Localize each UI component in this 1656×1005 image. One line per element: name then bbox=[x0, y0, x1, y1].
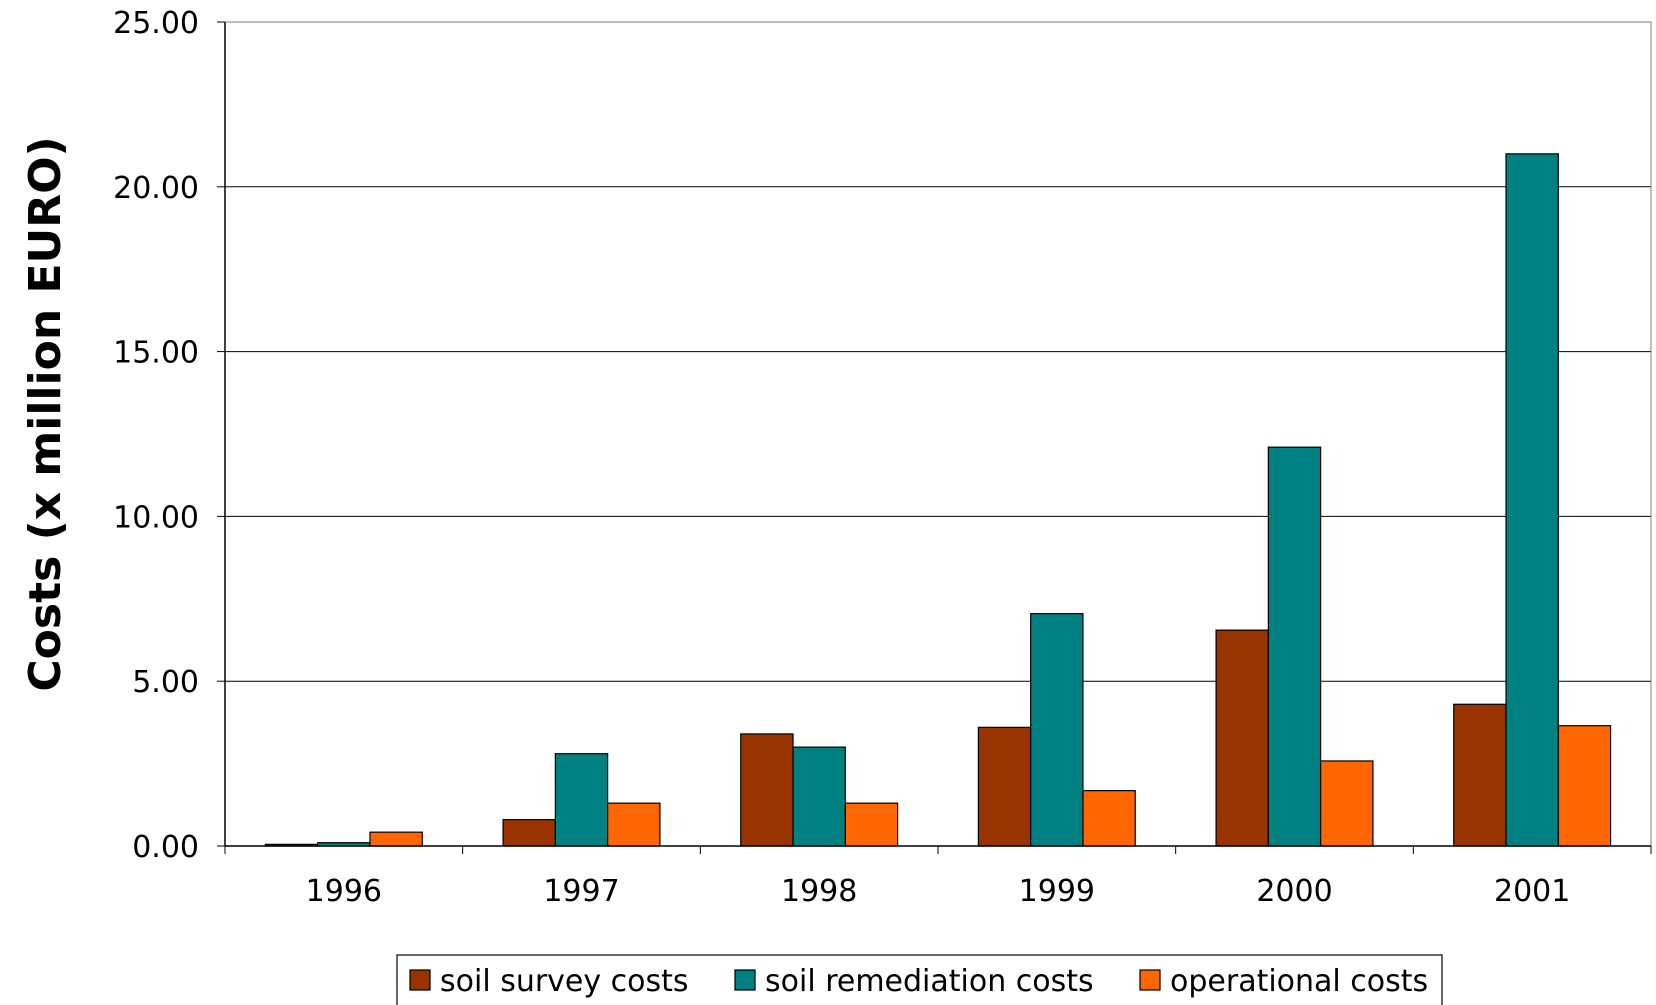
legend-swatch bbox=[735, 970, 755, 990]
legend: soil survey costs soil remediation costs o… bbox=[397, 955, 1442, 1005]
axes bbox=[217, 22, 1651, 854]
y-axis-label: Costs (x million EURO) bbox=[20, 136, 71, 691]
bar bbox=[608, 803, 660, 846]
bar bbox=[503, 820, 555, 846]
bar bbox=[1031, 614, 1083, 846]
y-tick-label: 5.00 bbox=[132, 665, 199, 700]
y-tick-label: 20.00 bbox=[113, 171, 199, 206]
legend-swatch bbox=[1140, 970, 1160, 990]
bar bbox=[1558, 726, 1610, 846]
x-tick-labels: 1996 1997 1998 1999 2000 2001 bbox=[306, 874, 1571, 909]
legend-label: operational costs bbox=[1170, 964, 1428, 999]
bar bbox=[741, 734, 793, 846]
x-tick-label: 1996 bbox=[306, 874, 382, 909]
legend-swatch bbox=[410, 970, 430, 990]
bar bbox=[1268, 447, 1320, 846]
bar bbox=[1321, 761, 1373, 846]
plot-frame bbox=[225, 22, 1651, 846]
gridlines bbox=[225, 22, 1651, 681]
x-tick-label: 2000 bbox=[1256, 874, 1332, 909]
legend-label: soil survey costs bbox=[440, 964, 689, 999]
bar bbox=[793, 747, 845, 846]
bar bbox=[1083, 791, 1135, 846]
bar bbox=[1454, 704, 1506, 846]
x-tick-label: 1998 bbox=[781, 874, 857, 909]
y-tick-label: 0.00 bbox=[132, 830, 199, 865]
bar bbox=[1216, 630, 1268, 846]
bar bbox=[555, 754, 607, 846]
legend-label: soil remediation costs bbox=[765, 964, 1094, 999]
bar bbox=[978, 727, 1030, 846]
y-tick-label: 25.00 bbox=[113, 6, 199, 41]
x-tick-label: 1997 bbox=[543, 874, 619, 909]
y-tick-labels: 0.00 5.00 10.00 15.00 20.00 25.00 bbox=[113, 6, 199, 865]
x-tick-label: 2001 bbox=[1494, 874, 1570, 909]
x-tick-label: 1999 bbox=[1019, 874, 1095, 909]
bars bbox=[265, 154, 1610, 846]
y-tick-label: 15.00 bbox=[113, 336, 199, 371]
y-tick-label: 10.00 bbox=[113, 500, 199, 535]
bar bbox=[845, 803, 897, 846]
bar bbox=[1506, 154, 1558, 846]
bar bbox=[370, 832, 422, 846]
